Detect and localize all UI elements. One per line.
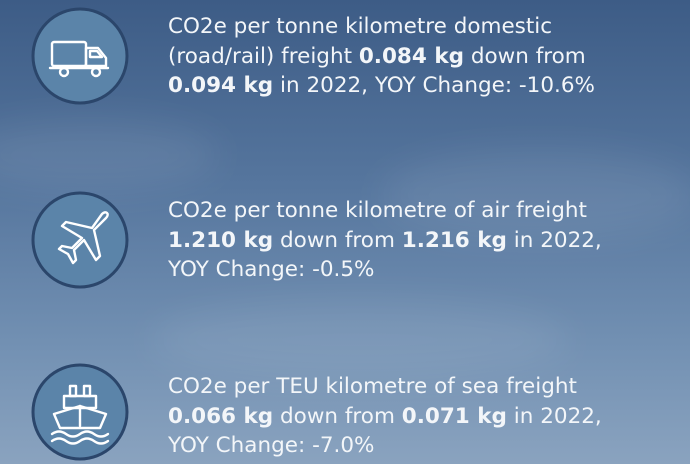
text-line: (road/rail) freight 0.084 kg down from: [168, 42, 595, 72]
highlight-value: 1.216 kg: [401, 227, 507, 253]
highlight-value: 0.071 kg: [401, 403, 507, 429]
highlight-value: 0.066 kg: [168, 403, 274, 429]
text-line: 0.066 kg down from 0.071 kg in 2022,: [168, 402, 602, 432]
metric-text: CO2e per tonne kilometre of air freight 1…: [168, 196, 602, 285]
metric-text: CO2e per tonne kilometre domestic (road/r…: [168, 12, 595, 101]
text-segment: down from: [273, 227, 402, 253]
cloud: [150, 300, 570, 380]
text-segment: YOY Change: -7.0%: [168, 433, 375, 458]
cloud: [380, 150, 690, 240]
text-segment: down from: [273, 403, 402, 429]
highlight-value: 1.210 kg: [168, 227, 274, 253]
text-segment: CO2e per TEU kilometre of sea freight: [168, 374, 577, 399]
text-segment: (road/rail) freight: [168, 43, 359, 69]
text-segment: CO2e per tonne kilometre of air freight: [168, 198, 587, 223]
text-segment: in 2022,: [506, 403, 602, 429]
text-segment: YOY Change: -0.5%: [168, 257, 375, 282]
highlight-value: 0.084 kg: [358, 43, 465, 69]
text-line: 0.094 kg in 2022, YOY Change: -10.6%: [168, 71, 595, 101]
highlight-value: 0.094 kg: [168, 73, 274, 98]
truck-icon: [31, 7, 129, 105]
ship-icon: [31, 363, 129, 461]
plane-icon: [31, 191, 129, 289]
text-line: CO2e per tonne kilometre domestic: [168, 12, 595, 42]
text-line: CO2e per tonne kilometre of air freight: [168, 196, 602, 226]
text-segment: down from: [464, 43, 586, 69]
text-line: 1.210 kg down from 1.216 kg in 2022,: [168, 226, 602, 256]
cloud: [0, 120, 220, 190]
text-line: YOY Change: -0.5%: [168, 255, 602, 285]
text-line: CO2e per TEU kilometre of sea freight: [168, 372, 602, 402]
text-segment: CO2e per tonne kilometre domestic: [168, 14, 553, 39]
text-segment: in 2022,: [506, 227, 602, 253]
metric-text: CO2e per TEU kilometre of sea freight 0.0…: [168, 372, 602, 461]
text-line: YOY Change: -7.0%: [168, 431, 602, 461]
text-segment: in 2022, YOY Change: -10.6%: [273, 73, 595, 98]
